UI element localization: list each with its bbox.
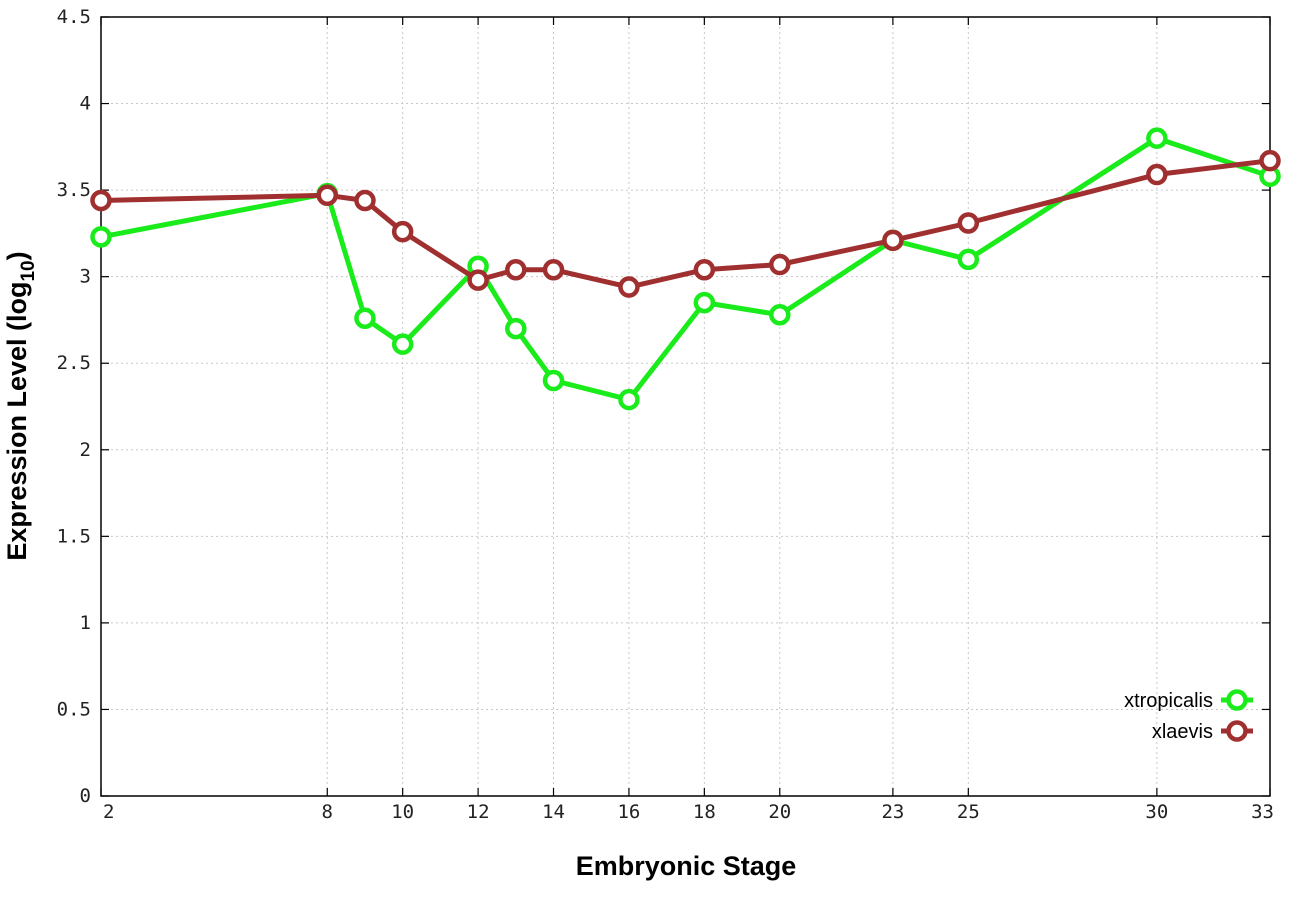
x-tick-label: 20 <box>768 801 791 823</box>
data-point-xlaevis <box>618 276 640 298</box>
x-tick-label: 16 <box>617 801 640 823</box>
legend-item-xlaevis: xlaevis <box>1152 720 1253 743</box>
y-axis-title-close: ) <box>2 251 32 260</box>
plot-frame <box>100 16 1271 797</box>
series-layer <box>90 127 1281 411</box>
data-point-xtropicalis <box>957 248 980 271</box>
y-axis-title-main: Expression Level (log <box>2 282 32 561</box>
data-point-xtropicalis <box>618 388 640 411</box>
data-point-xlaevis <box>354 189 376 212</box>
data-point-xtropicalis <box>693 291 716 314</box>
legend: xtropicalis xlaevis <box>1124 689 1253 743</box>
y-tick-label: 4 <box>80 93 91 115</box>
x-tick-label: 8 <box>322 801 333 823</box>
data-point-xlaevis <box>316 184 339 207</box>
y-tick-label: 1.5 <box>57 525 91 547</box>
y-tick-label: 4.5 <box>57 6 91 28</box>
data-point-xtropicalis <box>505 317 527 340</box>
y-tick-label: 2.5 <box>57 352 91 374</box>
data-point-xlaevis <box>769 253 791 276</box>
series-line-xtropicalis <box>98 135 1273 403</box>
data-point-xlaevis <box>1259 149 1281 172</box>
data-point-xtropicalis <box>90 226 112 248</box>
data-point-xtropicalis <box>1146 127 1168 149</box>
y-tick-label: 0.5 <box>57 698 91 720</box>
data-point-xlaevis <box>391 220 414 243</box>
axis-ticks: 0 0.5 1 1.5 2 2.5 3 3.5 4 4.5 2 8 10 12 14 16 18 20 23 25 30… <box>57 6 1274 823</box>
data-point-xlaevis <box>693 258 716 281</box>
data-point-xlaevis <box>957 212 980 234</box>
legend-marker-swatch <box>1226 720 1248 742</box>
y-axis-title-subscript: 10 <box>18 260 39 281</box>
data-point-xlaevis <box>542 258 565 281</box>
x-tick-label: 23 <box>881 801 904 823</box>
x-tick-label: 25 <box>957 801 980 823</box>
grid-lines <box>101 17 1270 796</box>
x-tick-label: 12 <box>467 801 490 823</box>
data-point-xlaevis <box>882 229 904 252</box>
data-point-xlaevis <box>505 258 527 281</box>
x-tick-label: 14 <box>542 801 565 823</box>
legend-label: xtropicalis <box>1124 690 1213 712</box>
y-tick-label: 2 <box>80 439 91 461</box>
series-xtropicalis <box>90 127 1281 411</box>
data-point-xtropicalis <box>354 307 376 329</box>
legend-item-xtropicalis: xtropicalis <box>1124 689 1253 712</box>
y-tick-label: 1 <box>80 612 91 634</box>
legend-label: xlaevis <box>1152 721 1213 743</box>
x-tick-label: 18 <box>693 801 716 823</box>
series-xlaevis <box>90 149 1281 298</box>
y-axis-title: Expression Level (log10) <box>2 251 39 560</box>
data-point-xlaevis <box>467 269 489 291</box>
x-tick-label: 33 <box>1251 801 1274 823</box>
x-axis-title: Embryonic Stage <box>576 851 797 881</box>
x-tick-label: 2 <box>103 801 114 823</box>
legend-marker-swatch <box>1226 689 1248 711</box>
data-point-xtropicalis <box>391 333 414 355</box>
y-tick-label: 3 <box>80 266 91 288</box>
x-tick-label: 30 <box>1145 801 1168 823</box>
y-tick-label: 3.5 <box>57 179 91 201</box>
data-point-xlaevis <box>1146 163 1168 186</box>
x-tick-label: 10 <box>391 801 414 823</box>
data-point-xtropicalis <box>542 369 565 392</box>
y-tick-label: 0 <box>80 785 91 807</box>
data-point-xlaevis <box>90 189 112 212</box>
data-point-xtropicalis <box>769 304 791 326</box>
